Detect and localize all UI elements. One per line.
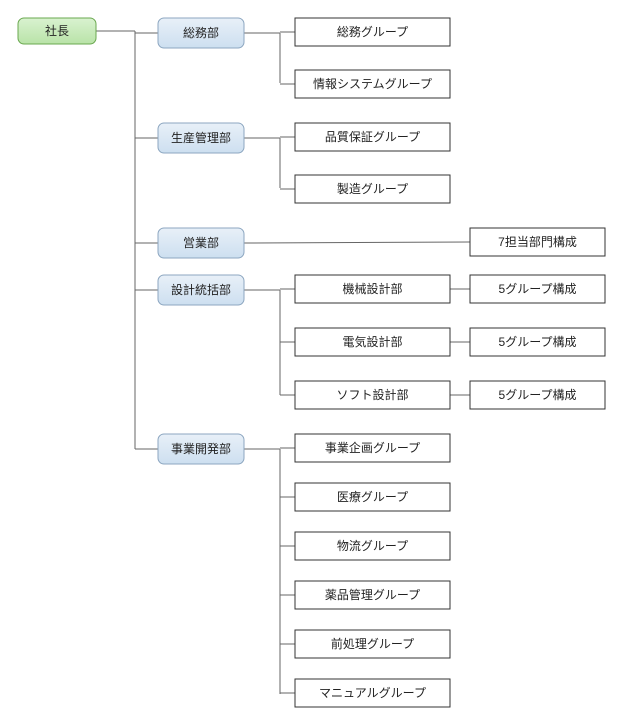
node-label-kikai: 機械設計部: [342, 281, 402, 296]
node-label-soft-5: 5グループ構成: [499, 388, 577, 402]
node-label-soumu-g: 総務グループ: [337, 25, 408, 39]
org-chart: 社長 総務部 総務グループ情報システムグループ生産管理部 品質保証グループ製造グループ…: [0, 0, 633, 722]
node-label-josys-g: 情報システムグループ: [313, 77, 432, 91]
node-label-kikaku-g: 事業企画グループ: [325, 440, 420, 455]
node-label-denki: 電気設計部: [342, 334, 402, 349]
node-label-seisan: 生産管理部: [171, 130, 231, 145]
node-label-manual-g: マニュアルグループ: [319, 686, 426, 700]
node-label-soumu: 総務部: [183, 25, 219, 40]
node-label-hinpo-g: 品質保証グループ: [325, 129, 420, 144]
node-label-eigyo-7: 7担当部門構成: [498, 234, 577, 249]
node-label-seizo-g: 製造グループ: [337, 182, 408, 196]
node-label-yakuhin-g: 薬品管理グループ: [325, 587, 420, 602]
node-label-eigyo: 営業部: [183, 235, 219, 250]
node-label-jigyo: 事業開発部: [171, 441, 231, 456]
node-label-denki-5: 5グループ構成: [499, 335, 577, 349]
node-label-kikai-5: 5グループ構成: [499, 282, 577, 296]
node-label-president: 社長: [45, 23, 69, 38]
node-label-maeshori-g: 前処理グループ: [331, 636, 414, 651]
node-label-soft: ソフト設計部: [336, 387, 408, 402]
node-label-butsuryu-g: 物流グループ: [337, 539, 408, 553]
node-label-sekkei: 設計統括部: [171, 282, 231, 297]
node-label-iryo-g: 医療グループ: [337, 490, 408, 504]
